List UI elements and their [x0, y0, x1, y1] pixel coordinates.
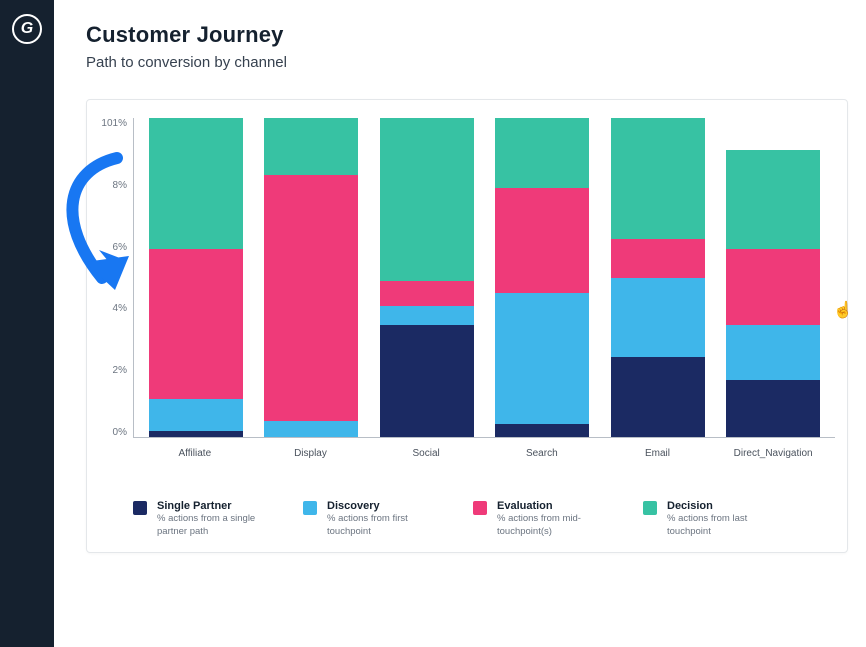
legend-text: Decision% actions from last touchpoint	[667, 499, 777, 538]
legend-desc: % actions from a single partner path	[157, 513, 267, 538]
y-tick-label: 101%	[101, 118, 127, 129]
bar-column[interactable]	[495, 118, 589, 437]
bar-segment-decision[interactable]	[149, 118, 243, 249]
bar-segment-evaluation[interactable]	[726, 249, 820, 326]
bar-segment-evaluation[interactable]	[611, 239, 705, 277]
x-tick-label: Search	[485, 448, 599, 459]
bar-segment-evaluation[interactable]	[149, 249, 243, 399]
bar-segment-discovery[interactable]	[264, 421, 358, 437]
legend-swatch-icon	[303, 501, 317, 515]
x-tick-label: Display	[253, 448, 367, 459]
main-content: Customer Journey Path to conversion by c…	[54, 0, 866, 647]
legend-swatch-icon	[643, 501, 657, 515]
sidebar: G	[0, 0, 54, 647]
legend-desc: % actions from first touchpoint	[327, 513, 437, 538]
legend-item-decision[interactable]: Decision% actions from last touchpoint	[643, 499, 777, 538]
bar-segment-discovery[interactable]	[611, 278, 705, 358]
y-tick-label: 8%	[113, 180, 127, 191]
page-subtitle: Path to conversion by channel	[86, 54, 848, 71]
bar-segment-single_partner[interactable]	[726, 380, 820, 437]
legend-label: Decision	[667, 499, 777, 513]
bar-segment-decision[interactable]	[611, 118, 705, 239]
bar-column[interactable]	[726, 118, 820, 437]
bar-column[interactable]	[264, 118, 358, 437]
bar-segment-discovery[interactable]	[726, 325, 820, 379]
y-tick-label: 2%	[113, 365, 127, 376]
logo-text: G	[21, 20, 33, 38]
legend-label: Single Partner	[157, 499, 267, 513]
x-tick-label: Email	[600, 448, 714, 459]
legend-item-single_partner[interactable]: Single Partner% actions from a single pa…	[133, 499, 267, 538]
legend-item-evaluation[interactable]: Evaluation% actions from mid-touchpoint(…	[473, 499, 607, 538]
bar-plot	[133, 118, 835, 438]
y-tick-label: 4%	[113, 303, 127, 314]
y-tick-label: 6%	[113, 242, 127, 253]
legend: Single Partner% actions from a single pa…	[133, 499, 835, 538]
bar-segment-decision[interactable]	[264, 118, 358, 175]
legend-item-discovery[interactable]: Discovery% actions from first touchpoint	[303, 499, 437, 538]
bar-segment-discovery[interactable]	[495, 293, 589, 424]
bar-segment-discovery[interactable]	[149, 399, 243, 431]
plot-area: 101% 8% 6% 4% 2% 0%	[99, 118, 835, 438]
legend-label: Discovery	[327, 499, 437, 513]
bar-column[interactable]	[611, 118, 705, 437]
legend-desc: % actions from last touchpoint	[667, 513, 777, 538]
legend-swatch-icon	[133, 501, 147, 515]
chart-card: 101% 8% 6% 4% 2% 0% AffiliateDisplaySocialSea…	[86, 99, 848, 553]
bar-segment-evaluation[interactable]	[380, 281, 474, 307]
bar-segment-evaluation[interactable]	[495, 188, 589, 293]
bar-segment-single_partner[interactable]	[611, 357, 705, 437]
legend-swatch-icon	[473, 501, 487, 515]
legend-text: Single Partner% actions from a single pa…	[157, 499, 267, 538]
y-tick-label: 0%	[113, 427, 127, 438]
pointer-cursor-icon: ☝	[833, 300, 853, 320]
bar-segment-decision[interactable]	[726, 150, 820, 249]
legend-text: Discovery% actions from first touchpoint	[327, 499, 437, 538]
y-axis: 101% 8% 6% 4% 2% 0%	[99, 118, 133, 438]
bar-segment-decision[interactable]	[495, 118, 589, 188]
bar-column[interactable]	[149, 118, 243, 437]
bar-segment-single_partner[interactable]	[149, 431, 243, 437]
x-axis: AffiliateDisplaySocialSearchEmailDirect_…	[133, 448, 835, 459]
app-logo-icon[interactable]: G	[12, 14, 42, 44]
bar-segment-decision[interactable]	[380, 118, 474, 281]
page-title: Customer Journey	[86, 22, 848, 48]
x-tick-label: Direct_Navigation	[716, 448, 830, 459]
legend-text: Evaluation% actions from mid-touchpoint(…	[497, 499, 607, 538]
bar-segment-evaluation[interactable]	[264, 175, 358, 421]
bar-segment-single_partner[interactable]	[380, 325, 474, 437]
bar-segment-single_partner[interactable]	[495, 424, 589, 437]
x-tick-label: Affiliate	[138, 448, 252, 459]
bar-segment-discovery[interactable]	[380, 306, 474, 325]
x-tick-label: Social	[369, 448, 483, 459]
legend-label: Evaluation	[497, 499, 607, 513]
legend-desc: % actions from mid-touchpoint(s)	[497, 513, 607, 538]
bar-column[interactable]	[380, 118, 474, 437]
